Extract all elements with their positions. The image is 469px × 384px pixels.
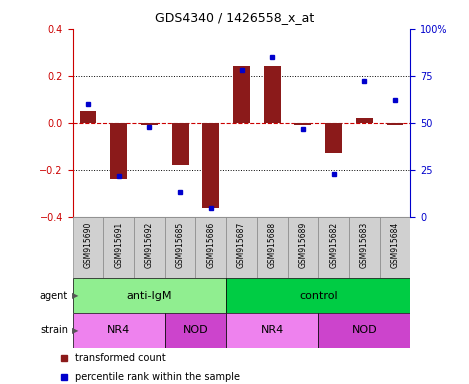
Bar: [257, 217, 287, 278]
Text: GSM915689: GSM915689: [298, 222, 308, 268]
Text: GSM915683: GSM915683: [360, 222, 369, 268]
Bar: [325, 123, 342, 154]
Text: strain: strain: [40, 325, 68, 335]
Bar: [356, 118, 373, 123]
Bar: [264, 66, 280, 123]
Bar: [386, 123, 403, 125]
Text: GDS4340 / 1426558_x_at: GDS4340 / 1426558_x_at: [155, 12, 314, 25]
Text: NR4: NR4: [107, 325, 130, 335]
Bar: [73, 278, 226, 313]
Bar: [349, 217, 380, 278]
Text: GSM915685: GSM915685: [175, 222, 185, 268]
Bar: [318, 217, 349, 278]
Bar: [203, 123, 219, 208]
Text: NOD: NOD: [351, 325, 377, 335]
Bar: [295, 123, 311, 125]
Text: GSM915690: GSM915690: [83, 222, 92, 268]
Bar: [226, 217, 257, 278]
Bar: [196, 217, 226, 278]
Bar: [110, 123, 127, 179]
Text: anti-IgM: anti-IgM: [127, 291, 172, 301]
Bar: [226, 313, 318, 348]
Bar: [165, 313, 226, 348]
Bar: [73, 313, 165, 348]
Bar: [165, 217, 196, 278]
Text: GSM915691: GSM915691: [114, 222, 123, 268]
Text: GSM915686: GSM915686: [206, 222, 215, 268]
Bar: [103, 217, 134, 278]
Text: transformed count: transformed count: [75, 353, 165, 363]
Text: GSM915687: GSM915687: [237, 222, 246, 268]
Bar: [233, 66, 250, 123]
Bar: [318, 313, 410, 348]
Bar: [172, 123, 189, 165]
Text: GSM915692: GSM915692: [145, 222, 154, 268]
Bar: [380, 217, 410, 278]
Text: NOD: NOD: [182, 325, 208, 335]
Bar: [226, 278, 410, 313]
Text: GSM915684: GSM915684: [391, 222, 400, 268]
Bar: [287, 217, 318, 278]
Bar: [80, 111, 97, 123]
Bar: [73, 217, 103, 278]
Text: GSM915682: GSM915682: [329, 222, 338, 268]
Text: control: control: [299, 291, 338, 301]
Text: NR4: NR4: [261, 325, 284, 335]
Bar: [134, 217, 165, 278]
Text: ▶: ▶: [72, 291, 79, 300]
Text: agent: agent: [40, 291, 68, 301]
Text: ▶: ▶: [72, 326, 79, 335]
Text: GSM915688: GSM915688: [268, 222, 277, 268]
Text: percentile rank within the sample: percentile rank within the sample: [75, 372, 240, 382]
Bar: [141, 123, 158, 125]
